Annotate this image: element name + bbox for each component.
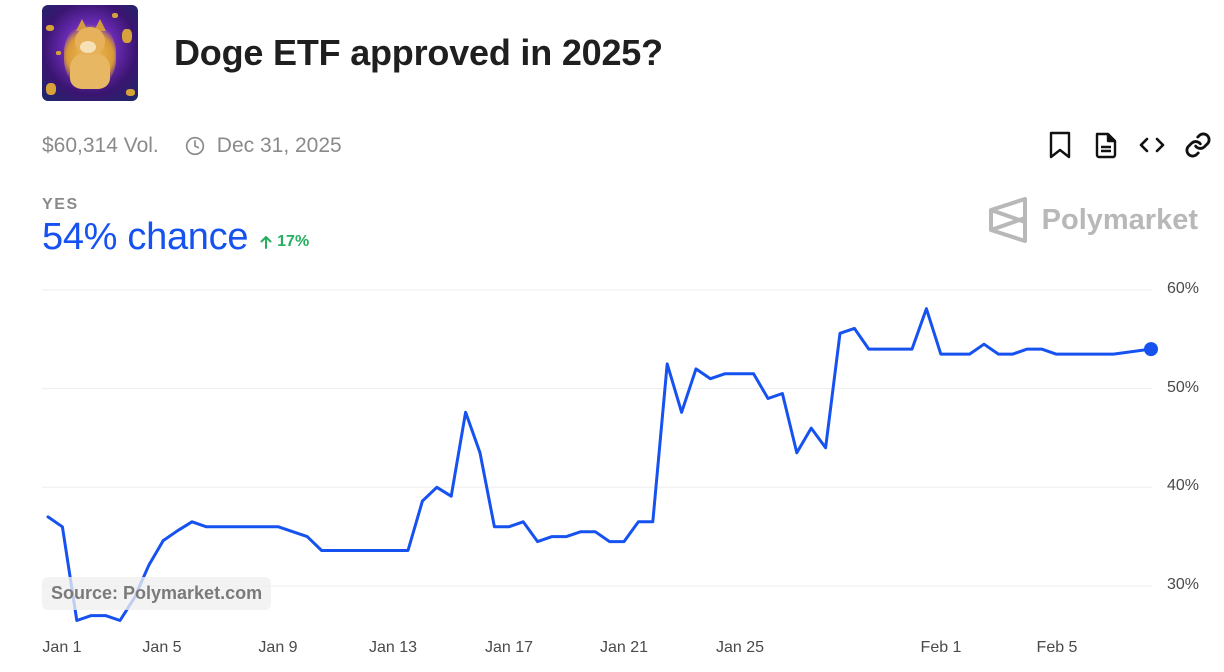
clock-icon bbox=[185, 136, 204, 156]
rules-button[interactable] bbox=[1092, 130, 1120, 160]
x-tick-label: Jan 21 bbox=[599, 639, 649, 656]
copy-link-button[interactable] bbox=[1184, 130, 1212, 160]
y-tick-label: 40% bbox=[1167, 477, 1200, 495]
change-badge: 17% bbox=[260, 233, 309, 251]
y-tick-label: 60% bbox=[1167, 279, 1200, 297]
x-tick-label: Jan 25 bbox=[715, 639, 765, 656]
y-tick-label: 30% bbox=[1167, 576, 1200, 593]
yes-price-line bbox=[46, 307, 1153, 622]
outcome-summary: YES 54% chance 17% bbox=[42, 196, 309, 259]
document-icon bbox=[1095, 132, 1117, 159]
chart-gridlines bbox=[42, 289, 1152, 587]
volume-text: $60,314 Vol. bbox=[42, 134, 159, 157]
x-tick-label: Feb 1 bbox=[920, 639, 962, 656]
y-tick-label: 50% bbox=[1167, 378, 1200, 396]
market-thumbnail bbox=[42, 5, 138, 101]
action-bar bbox=[1046, 130, 1212, 160]
x-tick-label: Jan 9 bbox=[258, 639, 298, 656]
link-icon bbox=[1185, 132, 1211, 158]
polymarket-watermark: Polymarket bbox=[988, 196, 1198, 244]
market-meta: $60,314 Vol. Dec 31, 2025 bbox=[42, 132, 342, 160]
end-date-text: Dec 31, 2025 bbox=[216, 134, 342, 157]
bookmark-button[interactable] bbox=[1046, 130, 1074, 160]
market-header: Doge ETF approved in 2025? bbox=[42, 5, 663, 101]
arrow-up-icon bbox=[260, 236, 272, 249]
embed-button[interactable] bbox=[1138, 130, 1166, 160]
market-title: Doge ETF approved in 2025? bbox=[174, 32, 663, 73]
polymarket-logo-icon bbox=[988, 197, 1027, 243]
chance-value: 54% chance bbox=[42, 216, 249, 258]
latest-price-dot bbox=[1144, 342, 1158, 357]
bookmark-icon bbox=[1049, 131, 1071, 159]
source-label: Source: Polymarket.com bbox=[42, 577, 272, 610]
x-tick-label: Jan 5 bbox=[142, 639, 182, 656]
x-tick-label: Jan 13 bbox=[368, 639, 418, 656]
brand-name: Polymarket bbox=[1041, 203, 1198, 236]
outcome-label: YES bbox=[42, 196, 79, 213]
embed-code-icon bbox=[1139, 137, 1165, 153]
x-tick-label: Feb 5 bbox=[1036, 639, 1078, 656]
x-tick-label: Jan 1 bbox=[42, 639, 82, 656]
change-value: 17% bbox=[277, 233, 310, 250]
x-tick-label: Jan 17 bbox=[484, 639, 534, 656]
